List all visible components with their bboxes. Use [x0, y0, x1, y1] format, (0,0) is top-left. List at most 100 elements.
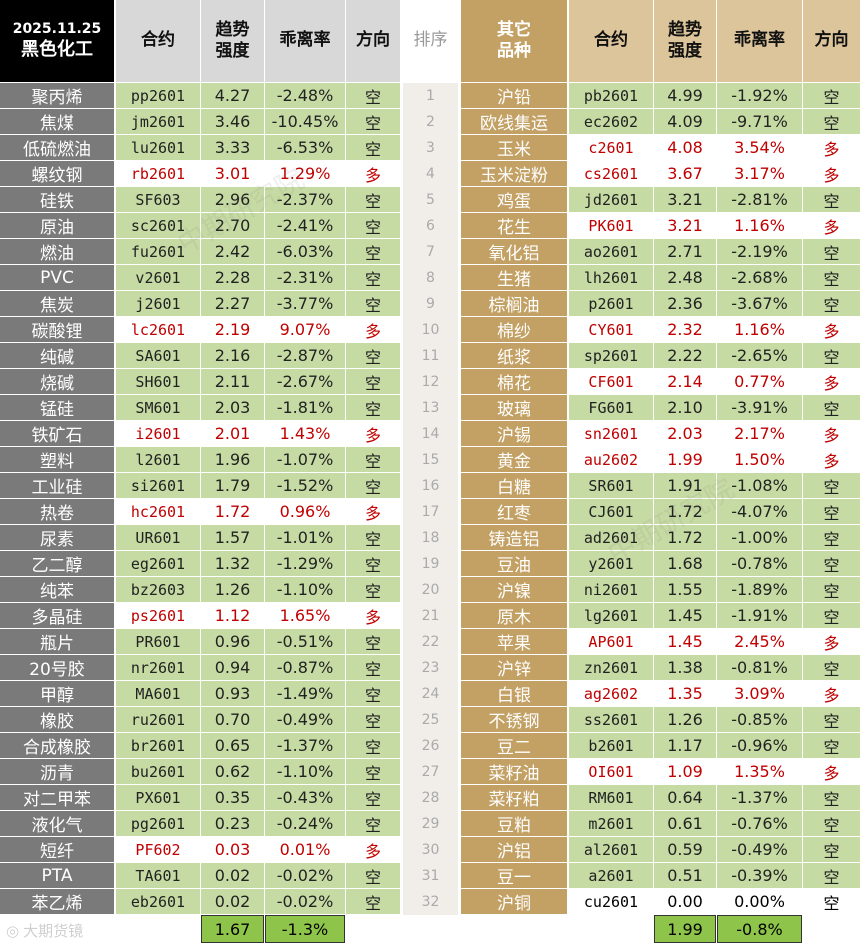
- right-direction: 空: [803, 109, 860, 135]
- right-product-name: 沪铅: [461, 83, 567, 109]
- left-deviation-rate: -2.67%: [265, 369, 345, 395]
- left-deviation-rate: 9.07%: [265, 317, 345, 343]
- right-product-name: 原木: [461, 603, 567, 629]
- left-trend-strength: 1.96: [201, 447, 264, 473]
- left-deviation-rate: -2.31%: [265, 265, 345, 291]
- brand-logo: ◎ 大期货镜: [6, 920, 83, 941]
- left-contract-code: nr2601: [116, 655, 200, 681]
- left-contract-code: br2601: [116, 733, 200, 759]
- right-trend-strength: 1.35: [654, 681, 716, 707]
- right-contract-code: a2601: [569, 863, 653, 889]
- left-trend-strength: 0.94: [201, 655, 264, 681]
- right-trend-strength: 1.72: [654, 525, 716, 551]
- right-trend-strength: 2.03: [654, 421, 716, 447]
- right-deviation-rate: 1.50%: [717, 447, 802, 473]
- rank-number: 18: [403, 525, 458, 551]
- right-direction: 多: [803, 759, 860, 785]
- right-contract-code: AP601: [569, 629, 653, 655]
- right-deviation-rate: -1.91%: [717, 603, 802, 629]
- right-direction: 空: [803, 525, 860, 551]
- right-deviation-rate: -9.71%: [717, 109, 802, 135]
- left-trend-strength: 0.70: [201, 707, 264, 733]
- right-direction: 多: [803, 369, 860, 395]
- left-product-name: 铁矿石: [0, 421, 114, 447]
- left-contract-code: jm2601: [116, 109, 200, 135]
- header-right-sector: 其它 品种: [461, 0, 567, 82]
- left-direction: 空: [346, 213, 400, 239]
- right-direction: 空: [803, 733, 860, 759]
- left-product-name: 工业硅: [0, 473, 114, 499]
- left-deviation-rate: -0.51%: [265, 629, 345, 655]
- left-trend-strength: 2.01: [201, 421, 264, 447]
- left-trend-strength: 3.01: [201, 161, 264, 187]
- right-direction: 空: [803, 863, 860, 889]
- left-contract-code: SM601: [116, 395, 200, 421]
- left-contract-code: SA601: [116, 343, 200, 369]
- left-deviation-rate: -0.87%: [265, 655, 345, 681]
- rank-number: 6: [403, 213, 458, 239]
- right-contract-code: ad2601: [569, 525, 653, 551]
- right-direction: 多: [803, 447, 860, 473]
- left-product-name: 碳酸锂: [0, 317, 114, 343]
- right-trend-strength: 1.26: [654, 707, 716, 733]
- rank-number: 1: [403, 83, 458, 109]
- left-deviation-rate: -2.41%: [265, 213, 345, 239]
- right-product-name: 豆粕: [461, 811, 567, 837]
- left-direction: 空: [346, 265, 400, 291]
- rank-number: 32: [403, 889, 458, 915]
- right-product-name: 玻璃: [461, 395, 567, 421]
- left-deviation-rate: -1.07%: [265, 447, 345, 473]
- footer-right-deviation: -0.8%: [717, 915, 802, 943]
- right-product-name: 玉米: [461, 135, 567, 161]
- left-deviation-rate: 0.96%: [265, 499, 345, 525]
- right-deviation-rate: -0.96%: [717, 733, 802, 759]
- right-trend-strength: 1.72: [654, 499, 716, 525]
- left-direction: 空: [346, 577, 400, 603]
- right-deviation-rate: -0.85%: [717, 707, 802, 733]
- left-contract-code: TA601: [116, 863, 200, 889]
- left-contract-code: ps2601: [116, 603, 200, 629]
- right-deviation-rate: 2.17%: [717, 421, 802, 447]
- left-contract-code: PX601: [116, 785, 200, 811]
- header-date: 2025.11.25: [12, 21, 102, 37]
- left-direction: 空: [346, 447, 400, 473]
- right-trend-strength: 1.99: [654, 447, 716, 473]
- right-deviation-rate: -1.37%: [717, 785, 802, 811]
- right-product-name: 黄金: [461, 447, 567, 473]
- header-contract-right: 合约: [569, 0, 653, 82]
- right-contract-code: cs2601: [569, 161, 653, 187]
- left-direction: 空: [346, 863, 400, 889]
- header-strength-right: 趋势 强度: [654, 0, 716, 82]
- right-deviation-rate: -0.78%: [717, 551, 802, 577]
- left-product-name: 20号胶: [0, 655, 114, 681]
- right-direction: 空: [803, 577, 860, 603]
- right-contract-code: ss2601: [569, 707, 653, 733]
- right-product-name: 豆油: [461, 551, 567, 577]
- rank-number: 25: [403, 707, 458, 733]
- header-contract-left: 合约: [116, 0, 200, 82]
- rank-number: 11: [403, 343, 458, 369]
- left-deviation-rate: -2.48%: [265, 83, 345, 109]
- header-rank: 排序: [403, 0, 458, 82]
- right-contract-code: sn2601: [569, 421, 653, 447]
- left-contract-code: MA601: [116, 681, 200, 707]
- right-direction: 空: [803, 707, 860, 733]
- right-direction: 空: [803, 551, 860, 577]
- right-direction: 空: [803, 837, 860, 863]
- left-product-name: 热卷: [0, 499, 114, 525]
- right-trend-strength: 1.45: [654, 629, 716, 655]
- left-direction: 空: [346, 369, 400, 395]
- left-trend-strength: 0.23: [201, 811, 264, 837]
- left-deviation-rate: 1.29%: [265, 161, 345, 187]
- right-trend-strength: 2.22: [654, 343, 716, 369]
- left-trend-strength: 2.16: [201, 343, 264, 369]
- right-deviation-rate: 0.00%: [717, 889, 802, 915]
- right-deviation-rate: 3.54%: [717, 135, 802, 161]
- right-direction: 多: [803, 629, 860, 655]
- left-direction: 空: [346, 629, 400, 655]
- left-deviation-rate: 1.65%: [265, 603, 345, 629]
- right-product-name: 棉纱: [461, 317, 567, 343]
- rank-number: 2: [403, 109, 458, 135]
- right-deviation-rate: 1.16%: [717, 317, 802, 343]
- left-trend-strength: 0.03: [201, 837, 264, 863]
